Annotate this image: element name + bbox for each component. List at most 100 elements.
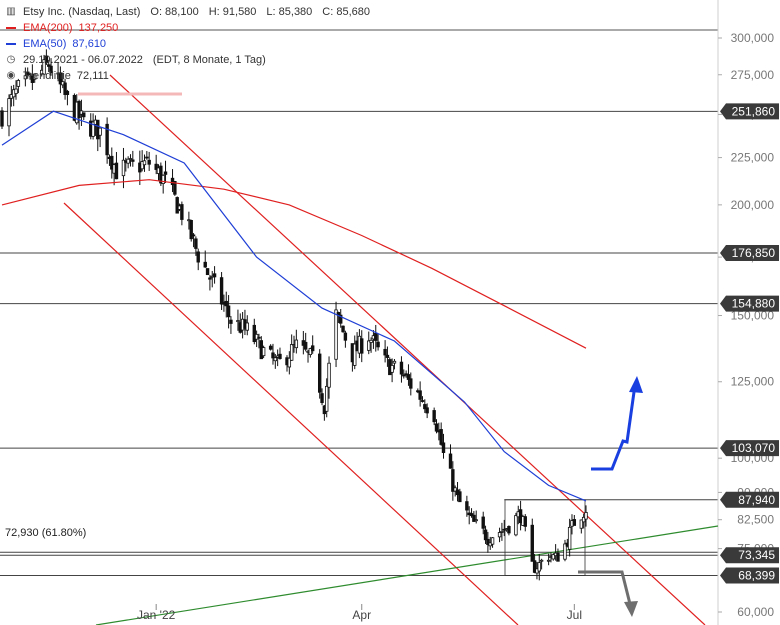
legend-ema200[interactable]: EMA(200) 137,250	[6, 20, 370, 36]
candle-body	[360, 338, 364, 354]
candle-body	[481, 516, 485, 529]
candle-body	[91, 121, 95, 137]
candle	[539, 558, 544, 570]
ema50-line	[1, 110, 587, 502]
candle	[474, 510, 478, 524]
legend-header: ▥ Etsy Inc. (Nasdaq, Last) O: 88,100 H: …	[6, 4, 370, 20]
candle	[219, 272, 224, 310]
trendline-label: Trendlinie	[23, 70, 71, 82]
candle-body	[334, 309, 338, 360]
candle-body	[175, 197, 179, 214]
candle-body	[420, 400, 425, 402]
candle-body	[486, 538, 490, 545]
level-box-shape	[720, 567, 779, 584]
candle	[514, 512, 518, 537]
candle-body	[469, 513, 474, 517]
candle	[44, 49, 49, 66]
candle	[91, 113, 95, 140]
candle	[110, 147, 114, 179]
candle-body	[28, 74, 32, 77]
candle-body	[537, 562, 541, 572]
y-tick-label: 60,000	[737, 605, 774, 619]
level-box: 68,399	[720, 567, 779, 584]
candle	[161, 174, 165, 194]
candle	[441, 433, 446, 459]
candle	[180, 201, 184, 226]
ema50-swatch	[6, 43, 16, 45]
y-tick-label: 200,000	[731, 198, 775, 212]
target-icon: ◉	[6, 70, 16, 81]
candle	[98, 127, 102, 148]
candle	[406, 364, 411, 386]
level-box-shape	[720, 245, 779, 262]
candle-body	[303, 341, 308, 350]
candle-body	[336, 312, 341, 316]
candle-body	[63, 82, 67, 95]
candle	[278, 347, 282, 360]
candle	[572, 515, 577, 526]
legend-ema50[interactable]: EMA(50) 87,610	[6, 36, 370, 52]
candlesticks	[0, 49, 588, 581]
candle-body	[327, 362, 331, 388]
candle-body	[584, 512, 588, 520]
candle-body	[551, 554, 555, 560]
candle	[145, 151, 149, 160]
candle	[7, 94, 11, 137]
forecast-arrows	[578, 376, 643, 617]
candle	[339, 308, 343, 328]
legend-trendline[interactable]: ◉ Trendlinie 72,111	[6, 68, 370, 84]
x-tick-label: Apr	[352, 608, 371, 622]
candle	[465, 495, 469, 517]
candle-body	[320, 393, 324, 404]
level-box: 87,940	[720, 491, 779, 508]
candle	[77, 99, 81, 130]
candle-body	[203, 261, 207, 268]
channel-upper-line	[109, 74, 706, 625]
candle-body	[530, 524, 534, 562]
candle	[532, 553, 537, 574]
high-value: H: 91,580	[208, 6, 257, 18]
candle	[556, 548, 560, 562]
legend-date-range: ◷ 29.10.2021 - 06.07.2022 (EDT, 8 Monate…	[6, 52, 370, 68]
candle-body	[77, 100, 81, 118]
candle	[353, 335, 357, 370]
fibonacci-label: 72,930 (61.80%)	[5, 527, 87, 539]
candle-body	[98, 127, 102, 136]
candle-body	[325, 385, 329, 412]
level-boxes: 251,860 176,850 154,880 103,070 87,940 73,345…	[720, 103, 779, 584]
candle-body	[191, 234, 196, 237]
candle-body	[539, 559, 544, 562]
symbol-name: Etsy Inc. (Nasdaq, Last)	[23, 6, 141, 18]
candle	[392, 358, 397, 370]
range-box	[504, 499, 586, 576]
candle	[360, 330, 364, 363]
date-range: 29.10.2021 - 06.07.2022	[23, 54, 143, 66]
candle-body	[483, 529, 488, 541]
candle	[343, 330, 348, 348]
candle	[369, 337, 373, 353]
candle-body	[128, 158, 133, 160]
candle	[320, 388, 324, 406]
candle-body	[579, 519, 584, 529]
candle-body	[212, 273, 217, 278]
low-value: L: 85,380	[266, 6, 313, 18]
candle-body	[458, 491, 462, 503]
candle-body	[472, 514, 476, 522]
level-box-label: 251,860	[732, 104, 776, 118]
channel-lower-line	[63, 202, 519, 625]
candle	[402, 369, 406, 379]
candle-body	[208, 277, 212, 280]
candle	[273, 354, 278, 369]
candle-body	[567, 526, 572, 550]
candle-body	[514, 515, 518, 536]
candle	[579, 519, 584, 534]
candle	[11, 84, 16, 107]
candle-body	[500, 531, 504, 533]
ema200-label: EMA(200)	[23, 22, 73, 34]
candle	[546, 553, 551, 566]
candle-body	[497, 532, 502, 538]
trendline-value: 72,111	[76, 70, 109, 82]
moving-averages	[1, 110, 587, 502]
candle-body	[145, 156, 149, 159]
candle	[507, 525, 511, 536]
